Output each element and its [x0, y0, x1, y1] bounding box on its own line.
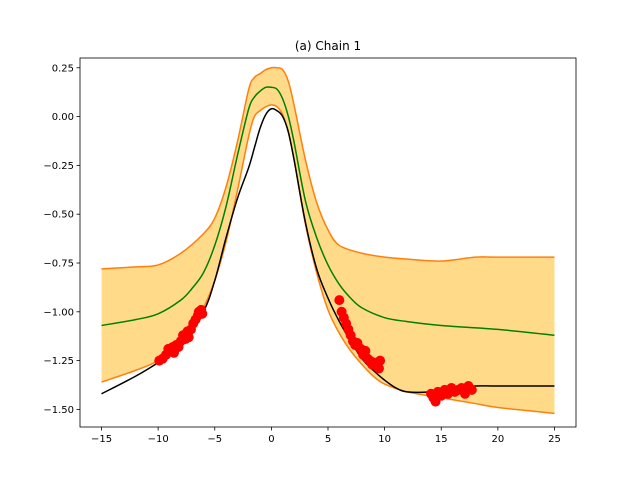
observation-point [466, 384, 477, 395]
chart-title: (a) Chain 1 [295, 39, 361, 53]
y-tick-label: 0.00 [52, 112, 74, 123]
y-tick-label: −1.50 [43, 405, 74, 416]
y-tick-label: −1.00 [43, 307, 74, 318]
x-tick-label: 10 [378, 434, 391, 445]
x-tick-label: 5 [325, 434, 331, 445]
uncertainty-band [101, 67, 555, 414]
observation-point [334, 295, 345, 306]
axes: −15 −10 −5 0 5 10 15 20 25 0.25 0.00 −0.25 −0.50 −0.7… [43, 57, 577, 445]
observation-point [375, 355, 386, 366]
band-upper-line [101, 66, 555, 270]
plot-area [101, 66, 555, 415]
x-tick-label: −10 [148, 434, 169, 445]
x-tick-label: 15 [435, 434, 448, 445]
x-tick-label: 0 [268, 434, 274, 445]
y-tick-label: −0.75 [43, 259, 74, 270]
y-tick-label: −1.25 [43, 356, 74, 367]
x-tick-label: 20 [491, 434, 504, 445]
observation-point [373, 363, 384, 374]
true-function-line [101, 107, 555, 395]
x-tick-label: −5 [207, 434, 222, 445]
y-tick-label: −0.25 [43, 161, 74, 172]
observation-point [197, 308, 208, 319]
y-tick-label: 0.25 [52, 63, 74, 74]
observation-point [183, 332, 194, 343]
y-tick-label: −0.50 [43, 210, 74, 221]
observation-point [360, 345, 371, 356]
x-tick-label: −15 [91, 434, 112, 445]
mean-line [101, 86, 555, 336]
x-tick-label: 25 [548, 434, 561, 445]
